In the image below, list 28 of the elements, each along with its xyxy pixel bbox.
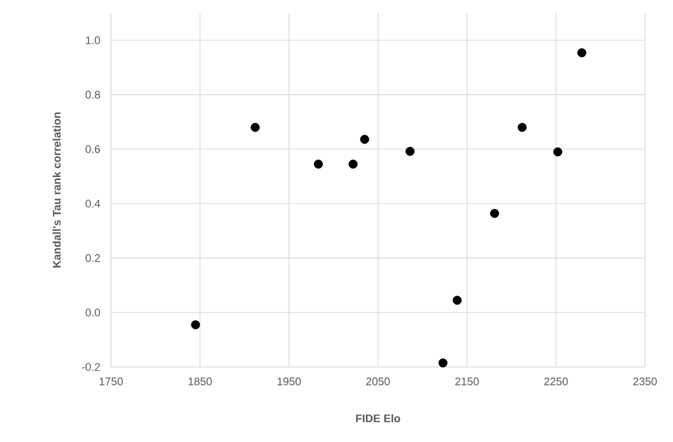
y-tick-label: 1.0: [86, 36, 100, 44]
y-tick-label: -0.2: [82, 363, 100, 371]
point: [250, 122, 260, 132]
x-tick-label: 2150: [455, 378, 479, 386]
x-tick-label: 2050: [366, 378, 390, 386]
point: [553, 147, 562, 156]
point: [577, 48, 586, 58]
x-tick-label: 1950: [278, 378, 301, 386]
point: [490, 208, 500, 218]
y-tick-label: 0.0: [86, 308, 100, 316]
point: [360, 134, 370, 144]
y-tick-label: 0.2: [86, 254, 100, 262]
point: [452, 296, 462, 305]
point: [348, 160, 358, 169]
x-tick-label: 1750: [100, 378, 123, 386]
point: [518, 122, 527, 132]
x-tick-label: 2350: [633, 378, 657, 386]
point: [406, 146, 415, 156]
y-tick-label: 0.6: [86, 145, 100, 154]
y-axis-title: Kandall's Tau rank correlation: [52, 112, 61, 268]
x-tick-label: 1850: [188, 378, 212, 386]
point: [438, 358, 448, 368]
x-tick-label: 2250: [544, 378, 568, 386]
point: [314, 160, 323, 169]
point: [191, 320, 200, 330]
y-tick-label: 0.8: [86, 90, 100, 99]
x-axis-title: FIDE Elo: [356, 414, 400, 422]
y-tick-label: 0.4: [86, 200, 100, 208]
